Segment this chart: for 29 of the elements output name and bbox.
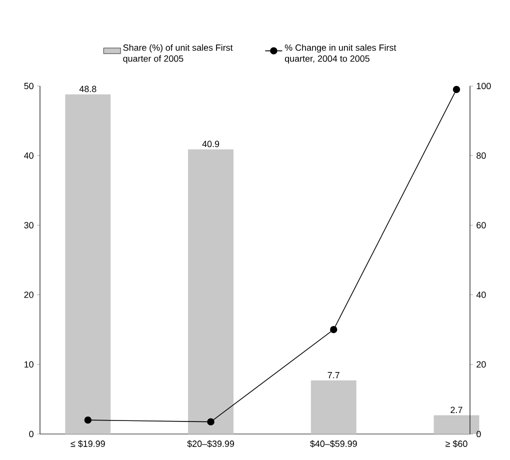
data-label: 48.8	[79, 86, 96, 92]
x-tick-label: $40–$59.99	[310, 440, 357, 448]
x-tick-label: $20–$39.99	[187, 440, 234, 448]
y2-tick-label: 60	[476, 222, 486, 228]
point	[207, 418, 214, 426]
y-tick-label: 30	[24, 222, 34, 228]
data-label: 2.7	[450, 406, 462, 414]
y-tick-label: 10	[24, 361, 34, 368]
y-tick-label: 0	[29, 430, 34, 438]
legend-label: % Change in unit sales First quarter, 2004 to 2005	[284, 44, 396, 64]
y-tick-label: 40	[24, 152, 34, 159]
data-label: 40.9	[202, 140, 220, 148]
y-tick-label: 50	[24, 82, 34, 90]
x-tick-label: ≤ $19.99	[70, 440, 105, 448]
point	[452, 86, 460, 94]
bar	[188, 149, 234, 434]
y2-tick-label: 40	[476, 292, 486, 298]
y2-tick-label: 80	[476, 152, 486, 159]
bar	[310, 380, 356, 434]
legend-label: Share (%) of unit sales First quarter of 2005	[123, 44, 233, 64]
y2-tick-label: 0	[476, 430, 481, 438]
y-tick-label: 20	[24, 292, 34, 298]
data-label: 7.7	[328, 372, 340, 378]
bar	[65, 94, 111, 434]
y2-tick-label: 20	[476, 361, 486, 368]
point	[84, 416, 92, 424]
y2-tick-label: 100	[476, 82, 491, 90]
x-tick-label: ≥ $60	[446, 440, 468, 448]
point	[330, 326, 338, 334]
